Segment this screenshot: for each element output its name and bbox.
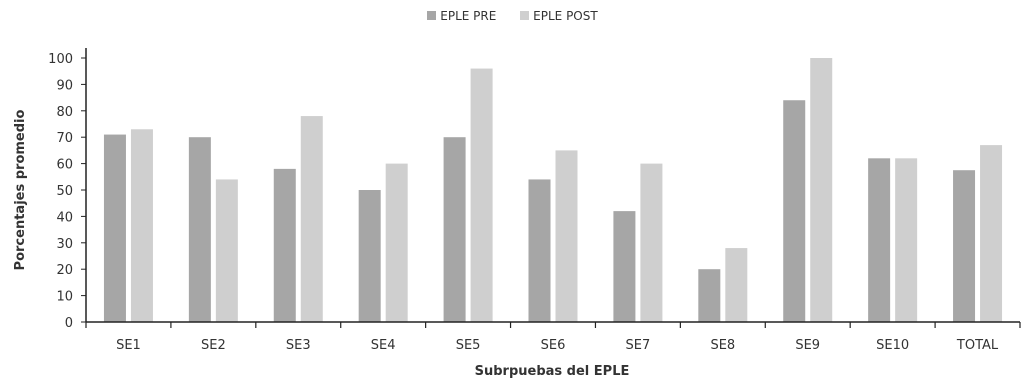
bar-pre-se2 [188, 137, 211, 322]
y-tick-label-20: 20 [56, 263, 73, 278]
x-tick-label-total: TOTAL [956, 338, 999, 353]
axes-group: 0 10 20 30 40 50 60 70 80 90 100 SE1 SE2 SE3 SE4 SE5 SE6… [48, 48, 1021, 353]
legend-swatch-pre [427, 11, 437, 20]
bar-pre-se3 [273, 168, 296, 322]
legend-label-post: EPLE POST [533, 9, 598, 23]
bar-post-se1 [130, 129, 153, 322]
bar-post-se6 [555, 150, 578, 322]
legend: EPLE PRE EPLE POST [0, 9, 1025, 23]
legend-label-pre: EPLE PRE [440, 9, 497, 23]
x-tick-label-se6: SE6 [541, 338, 566, 353]
bar-post-se7 [640, 163, 663, 322]
y-tick-label-40: 40 [56, 210, 73, 225]
x-tick-label-se1: SE1 [116, 338, 141, 353]
legend-swatch-post [520, 11, 530, 20]
y-tick-label-80: 80 [56, 105, 73, 120]
y-tick-label-100: 100 [48, 52, 73, 67]
x-tick-label-se10: SE10 [876, 338, 909, 353]
y-tick-label-50: 50 [56, 184, 73, 199]
bar-post-se8 [725, 248, 748, 322]
bar-post-se10 [895, 158, 918, 322]
y-axis-label: Porcentajes promedio [13, 109, 28, 270]
x-tick-label-se8: SE8 [710, 338, 735, 353]
bar-post-total [980, 145, 1003, 322]
bar-pre-se4 [358, 190, 381, 322]
bar-pre-se6 [528, 179, 551, 322]
y-tick-label-90: 90 [56, 78, 73, 93]
legend-item-post: EPLE POST [520, 9, 598, 23]
y-tick-label-60: 60 [56, 158, 73, 173]
bar-post-se4 [385, 163, 408, 322]
y-tick-label-10: 10 [56, 290, 73, 305]
bar-pre-se5 [443, 137, 466, 322]
bar-post-se9 [810, 58, 833, 322]
bar-pre-se10 [868, 158, 891, 322]
x-tick-label-se2: SE2 [201, 338, 226, 353]
x-tick-label-se4: SE4 [371, 338, 396, 353]
bar-post-se5 [470, 68, 493, 322]
bar-pre-se1 [103, 134, 126, 322]
x-axis-label: Subrpuebas del EPLE [475, 364, 630, 379]
x-tick-label-se9: SE9 [795, 338, 820, 353]
x-tick-label-se5: SE5 [456, 338, 481, 353]
y-tick-label-30: 30 [56, 237, 73, 252]
bar-post-se3 [300, 116, 323, 322]
bar-pre-se9 [783, 100, 806, 323]
legend-item-pre: EPLE PRE [427, 9, 496, 23]
x-tick-label-se7: SE7 [626, 338, 651, 353]
bar-pre-se8 [698, 269, 721, 322]
y-tick-label-0: 0 [65, 316, 73, 331]
bar-post-se2 [215, 179, 238, 322]
bar-pre-se7 [613, 211, 636, 322]
y-tick-label-70: 70 [56, 131, 73, 146]
bars-group [103, 58, 1003, 323]
x-tick-label-se3: SE3 [286, 338, 311, 353]
bar-pre-total [953, 170, 976, 322]
